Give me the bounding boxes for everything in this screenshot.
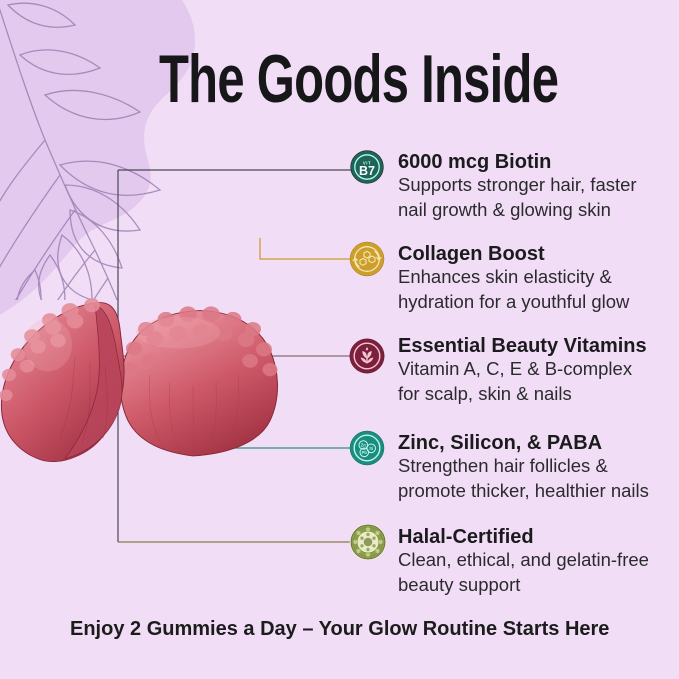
svg-text:B7: B7 [359,164,375,178]
